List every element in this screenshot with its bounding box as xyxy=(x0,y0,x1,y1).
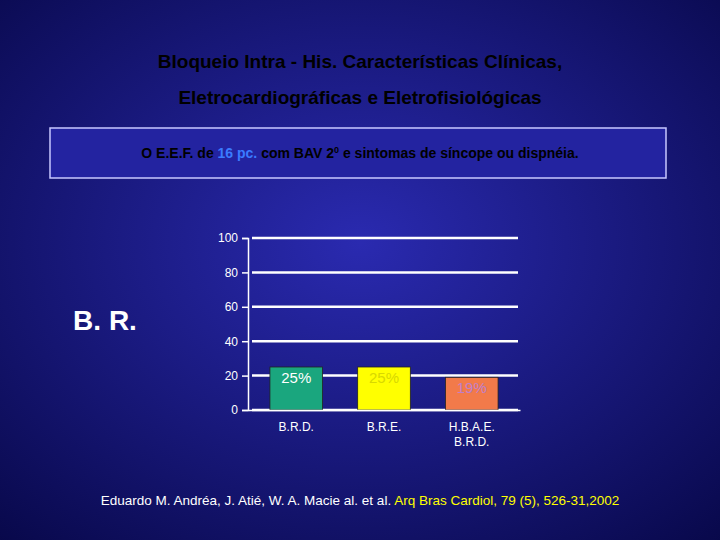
grid-line xyxy=(252,271,518,274)
grid xyxy=(252,238,518,410)
y-tick-label: 60 xyxy=(225,300,239,314)
title: Eletrocardiográficas e Eletrofisiológica… xyxy=(178,87,541,108)
y-tick-label: 20 xyxy=(225,369,239,383)
y-tick: 20 xyxy=(225,369,248,383)
y-label: B. R. xyxy=(73,305,137,336)
bars xyxy=(270,367,498,410)
y-tick: 0 xyxy=(231,403,248,417)
subtitle: O E.E.F. de 16 pc. com BAV 20 e sintomas… xyxy=(141,145,578,161)
x-tick-label-line: B.R.E. xyxy=(367,420,402,434)
x-tick-label: B.R.D. xyxy=(279,420,314,434)
y-tick: 60 xyxy=(225,300,248,314)
source-part: Eduardo M. Andréa, J. Atié, W. A. Macie … xyxy=(101,493,394,508)
grid-line xyxy=(252,340,518,343)
y-axis-line xyxy=(242,239,249,411)
y-tick-mark xyxy=(242,375,248,377)
data-labels: 25% 25% 19% xyxy=(281,369,487,396)
y-tick: 100 xyxy=(218,231,248,245)
grid-line xyxy=(252,237,518,240)
x-tick: B.R.D. xyxy=(279,410,314,434)
y-tick-mark xyxy=(242,341,248,343)
data-label: 25% xyxy=(281,369,311,386)
x-tick: B.R.E. xyxy=(367,410,402,434)
y-tick-mark xyxy=(242,272,248,274)
data-label: 25% xyxy=(369,369,399,386)
grid-line xyxy=(252,306,518,309)
x-tick-label: H.B.A.E.B.R.D. xyxy=(449,420,495,449)
y-tick-label: 80 xyxy=(225,266,239,280)
subtitle-part: O E.E.F. de xyxy=(141,145,217,161)
x-tick-label-line: B.R.D. xyxy=(454,435,489,449)
data-label: 19% xyxy=(457,379,487,396)
x-tick-label-line: B.R.D. xyxy=(279,420,314,434)
subtitle-part: com BAV 2 xyxy=(257,145,334,161)
subtitle-part: e sintomas de síncope ou dispnéia. xyxy=(339,145,579,161)
x-tick-label: B.R.E. xyxy=(367,420,402,434)
bar xyxy=(358,367,411,410)
y-tick-label: 100 xyxy=(218,231,238,245)
background xyxy=(0,0,720,540)
y-tick: 80 xyxy=(225,266,248,280)
subtitle-part: 16 pc. xyxy=(218,145,258,161)
y-tick-label: 40 xyxy=(225,335,239,349)
y-tick-mark xyxy=(242,307,248,309)
bar xyxy=(270,367,323,410)
source-part: Arq Bras Cardiol, 79 (5), 526-31,2002 xyxy=(394,493,619,508)
y-tick-mark xyxy=(242,238,248,240)
x-axis-line xyxy=(249,410,521,412)
slide: Bloqueio Intra - His. Características Cl… xyxy=(0,0,720,540)
y-tick-label: 0 xyxy=(231,403,238,417)
x-tick: H.B.A.E.B.R.D. xyxy=(449,410,495,449)
x-axis: B.R.D.B.R.E.H.B.A.E.B.R.D. xyxy=(249,410,521,449)
y-axis: 0 20 40 60 80 100 xyxy=(218,231,249,417)
bar xyxy=(445,377,498,410)
source: Eduardo M. Andréa, J. Atié, W. A. Macie … xyxy=(101,493,620,508)
subtitle-box xyxy=(50,128,666,178)
x-tick-label-line: H.B.A.E. xyxy=(449,420,495,434)
y-tick: 40 xyxy=(225,335,248,349)
title: Bloqueio Intra - His. Características Cl… xyxy=(158,51,562,72)
y-tick-mark xyxy=(242,410,248,412)
